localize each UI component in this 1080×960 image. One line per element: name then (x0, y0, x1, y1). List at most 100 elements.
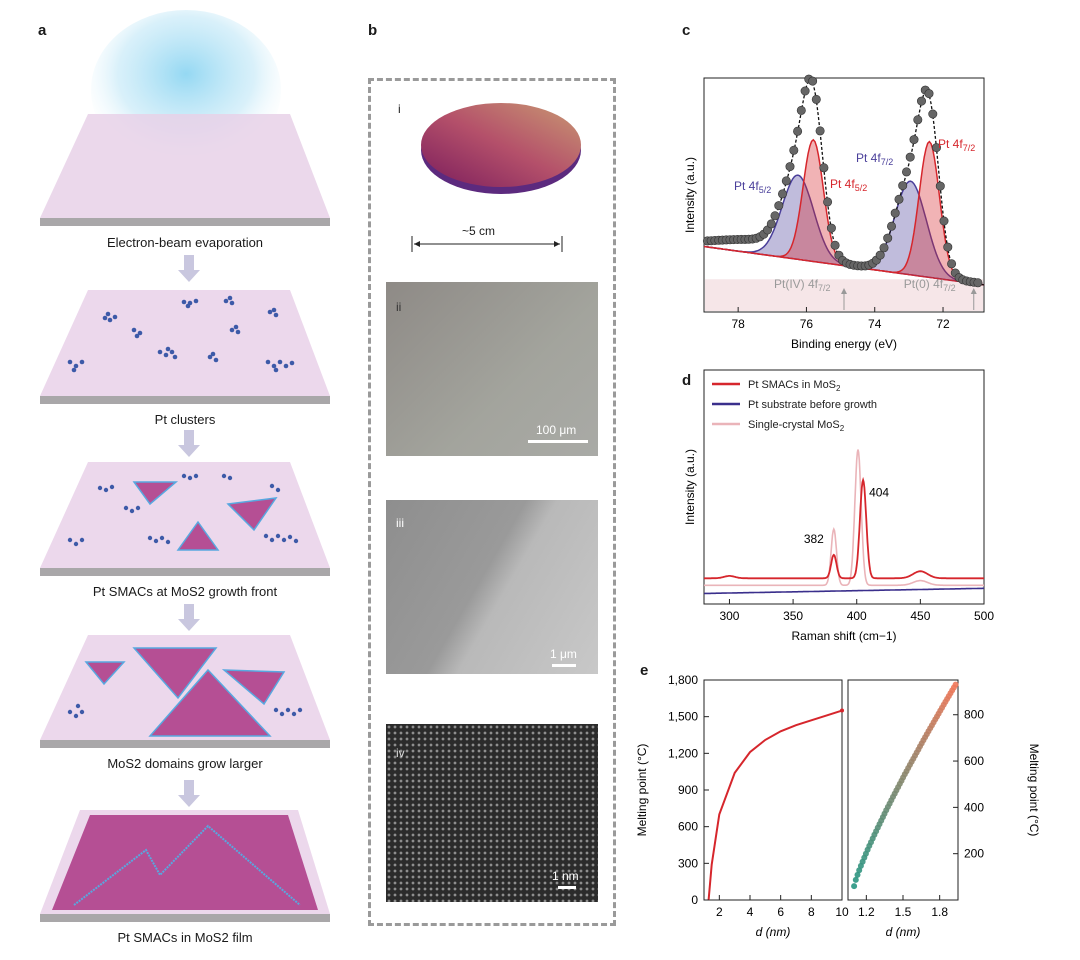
x-tick-label: 300 (719, 609, 739, 623)
step-caption-4: MoS2 domains grow larger (107, 756, 263, 771)
scalebar-1nm (558, 886, 576, 889)
y-tick-label: 200 (964, 847, 984, 861)
inset-label-i: i (398, 102, 401, 116)
y-tick-label: 1,800 (668, 673, 698, 687)
sem-image (386, 500, 598, 674)
x-tick-label: 10 (835, 905, 849, 919)
x-tick-label: 76 (800, 317, 814, 331)
panel-label-e: e (640, 662, 649, 679)
y-tick-label: 900 (678, 783, 698, 797)
xps-data-point (789, 145, 799, 155)
xps-data-point (973, 278, 983, 288)
step-caption-3: Pt SMACs at MoS2 growth front (92, 584, 278, 599)
legend-label-0: Pt SMACs in MoS2 (748, 379, 841, 393)
melting-data-point (851, 883, 858, 890)
x-tick-label: 4 (747, 905, 754, 919)
arrow-down-icon (178, 780, 200, 807)
y-tick-label: 600 (964, 754, 984, 768)
xps-data-point (781, 176, 791, 186)
x-axis-label: Binding energy (eV) (791, 337, 897, 351)
panel-label-a: a (38, 22, 47, 39)
xps-data-point (826, 223, 836, 233)
arrow-down-icon (178, 604, 200, 631)
marker-arrowhead-0 (841, 288, 847, 294)
scalebar-1um (552, 664, 576, 667)
inset-label-iii: iii (396, 516, 404, 530)
xps-data-point (815, 126, 825, 136)
peak-label-2: Pt 4f7/2 (856, 151, 893, 167)
xps-data-point (935, 181, 945, 191)
xps-data-point (939, 216, 949, 226)
xps-data-point (913, 115, 923, 125)
x-tick-label: 78 (731, 317, 745, 331)
xps-data-point (796, 105, 806, 115)
xps-data-point (875, 250, 885, 260)
xps-data-point (879, 243, 889, 253)
xps-data-point (766, 219, 776, 229)
step-caption-2: Pt clusters (154, 412, 216, 427)
peak-label-0: Pt 4f5/2 (734, 179, 771, 195)
x-tick-label: 1.2 (858, 905, 875, 919)
melting-data-point (952, 681, 959, 688)
peak-fill-3 (704, 141, 984, 285)
peak-fill-2 (704, 181, 984, 285)
x-tick-label: 450 (910, 609, 930, 623)
scalebar-100um-label: 100 μm (536, 423, 577, 437)
x-tick-label: 350 (783, 609, 803, 623)
y-axis-label: Intensity (a.u.) (683, 449, 697, 525)
legend-label-2: Single-crystal MoS2 (748, 419, 845, 433)
panel-label-c: c (682, 22, 691, 39)
xps-data-point (883, 233, 893, 243)
plot-frame-left (703, 679, 843, 901)
wafer-size-bar (411, 236, 563, 252)
panel-a-schematic (40, 10, 330, 922)
y-tick-label: 400 (964, 800, 984, 814)
xps-data-point (916, 96, 926, 106)
stem-image (386, 724, 598, 902)
marker-arrowhead-1 (970, 288, 977, 294)
platform-step-4 (40, 635, 330, 748)
xps-data-point (947, 259, 957, 269)
xps-data-point (894, 194, 904, 204)
y-tick-label: 1,200 (668, 746, 698, 760)
inset-label-iv: iv (396, 746, 405, 760)
peak-annotation-404: 404 (869, 485, 889, 499)
x-tick-label: 500 (974, 609, 994, 623)
x-tick-label: 72 (936, 317, 950, 331)
step-caption-5: Pt SMACs in MoS2 film (117, 930, 253, 945)
melting-curve-end (840, 708, 844, 713)
xps-data-point (808, 76, 818, 86)
x-axis-label-left: d (nm) (756, 925, 791, 939)
x-axis-label-right: d (nm) (886, 925, 921, 939)
x-tick-label: 8 (808, 905, 815, 919)
xps-data-point (800, 86, 810, 96)
scalebar-100um (528, 440, 588, 443)
marker-label-0: Pt(IV) 4f7/2 (774, 277, 831, 293)
x-tick-label: 6 (777, 905, 784, 919)
x-tick-label: 1.5 (895, 905, 912, 919)
arrow-down-icon (178, 255, 200, 282)
wafer-size-label: ~5 cm (462, 224, 496, 238)
platform-step-2 (40, 290, 330, 404)
x-tick-label: 1.8 (931, 905, 948, 919)
raman-series-0 (704, 449, 984, 587)
panel-label-d: d (682, 372, 692, 389)
y-tick-label: 0 (691, 893, 698, 907)
arrow-down-icon (178, 430, 200, 457)
plot-frame (703, 77, 985, 313)
xps-data-point (901, 167, 911, 177)
xps-data-point (928, 109, 938, 119)
xps-data-point (793, 126, 803, 136)
xps-data-point (811, 94, 821, 104)
wafer-photo (405, 103, 581, 196)
xps-data-point (770, 211, 780, 221)
xps-data-point (909, 135, 919, 145)
y-axis-label: Intensity (a.u.) (683, 157, 697, 233)
xps-data-point (886, 221, 896, 231)
xps-data-point (905, 152, 915, 162)
y-axis-label-right: Melting point (°C) (1027, 744, 1041, 837)
peak-annotation-382: 382 (804, 532, 824, 546)
